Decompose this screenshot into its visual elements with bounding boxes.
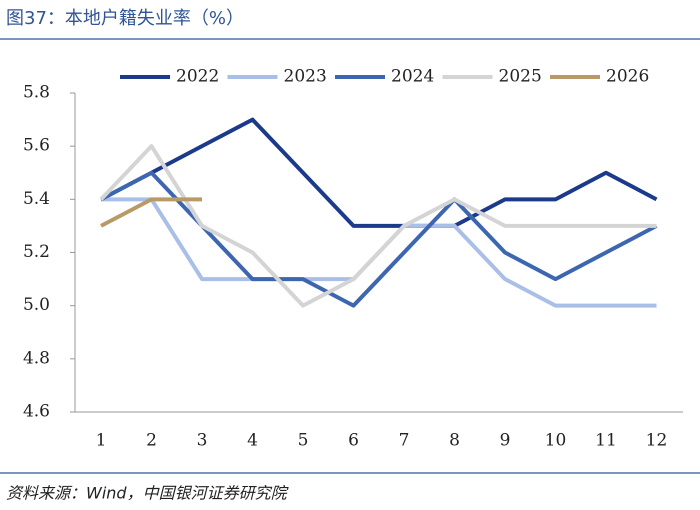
- legend-label: 2022: [176, 67, 219, 87]
- x-tick-label: 10: [545, 431, 567, 451]
- chart-title: 图37：本地户籍失业率（%）: [6, 8, 244, 29]
- legend-label: 2026: [606, 67, 649, 87]
- x-tick-label: 3: [197, 431, 208, 451]
- legend-label: 2023: [284, 67, 327, 87]
- x-tick-label: 12: [646, 431, 668, 451]
- x-tick-label: 8: [449, 431, 460, 451]
- y-tick-label: 5.4: [23, 189, 50, 209]
- y-tick-label: 5.2: [23, 242, 50, 262]
- series-line: [99, 144, 657, 308]
- y-tick-label: 5.0: [23, 295, 50, 315]
- x-tick-label: 2: [146, 431, 157, 451]
- x-tick-label: 5: [298, 431, 309, 451]
- source: 资料来源：Wind，中国银河证券研究院: [6, 484, 290, 503]
- y-tick-label: 4.8: [23, 348, 50, 368]
- x-tick-label: 1: [96, 431, 107, 451]
- y-tick-label: 5.6: [23, 136, 50, 156]
- x-tick-label: 9: [500, 431, 511, 451]
- x-tick-label: 7: [399, 431, 410, 451]
- series-line: [100, 170, 658, 308]
- x-tick-label: 6: [348, 431, 359, 451]
- x-tick-label: 4: [247, 431, 258, 451]
- legend-label: 2024: [391, 67, 434, 87]
- y-tick-label: 4.6: [23, 402, 50, 422]
- series-line: [100, 117, 658, 228]
- legend-label: 2025: [499, 67, 542, 87]
- y-tick-label: 5.8: [23, 83, 50, 103]
- x-tick-label: 11: [595, 431, 617, 451]
- series-line: [100, 197, 202, 228]
